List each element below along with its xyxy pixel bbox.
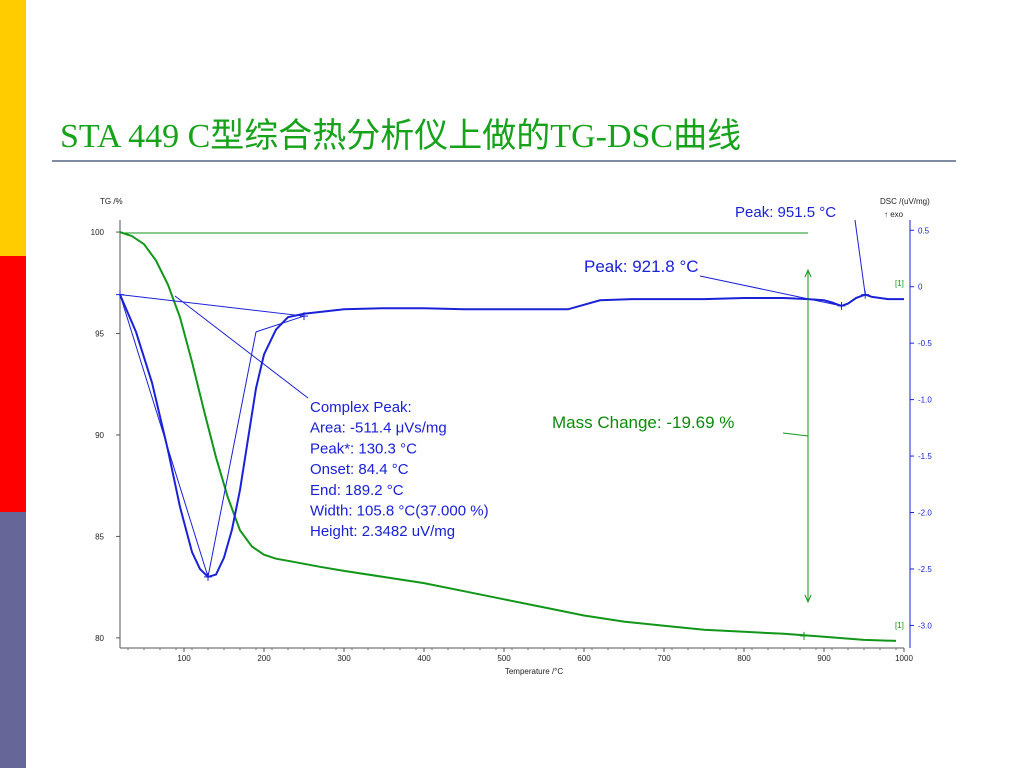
x-tick-label: 1000 (895, 654, 913, 663)
y-right-tick-label: -2.5 (918, 565, 932, 574)
y-right-axis-label: DSC /(uV/mg) (880, 197, 930, 206)
dsc-curve (119, 293, 904, 579)
y-right-tick-label: 0 (918, 283, 923, 292)
y-left-tick-label: 90 (95, 431, 104, 440)
annotation-layer: Complex Peak: Area: -511.4 μVs/mg Peak*: 1… (116, 204, 904, 640)
exo-label: ↑ exo (884, 210, 904, 219)
peak2-label: Peak: 951.5 °C (735, 204, 836, 221)
dsc-marker (116, 290, 124, 299)
y-left-tick-label: 85 (95, 532, 104, 541)
dsc-end-tangent (207, 331, 257, 577)
y-right-tick-label: -3.0 (918, 621, 932, 630)
x-tick-label: 300 (337, 654, 351, 663)
accent-bar-slate (0, 512, 26, 768)
complex-peak-line: Area: -511.4 μVs/mg (310, 420, 447, 437)
marker-label-dsc: [1] (895, 279, 904, 288)
complex-peak-line: Width: 105.8 °C(37.000 %) (310, 503, 489, 520)
complex-peak-line: Height: 2.3482 uV/mg (310, 523, 455, 540)
x-tick-label: 400 (417, 654, 431, 663)
peak2-leader (854, 219, 866, 295)
complex-peak-line: Peak*: 130.3 °C (310, 440, 417, 457)
peak1-leader (699, 275, 842, 307)
x-tick-label: 700 (657, 654, 671, 663)
marker-label-tg: [1] (895, 621, 904, 630)
peak1-label: Peak: 921.8 °C (584, 257, 699, 276)
x-axis-label: Temperature /°C (505, 667, 564, 676)
slide-title: STA 449 C型综合热分析仪上做的TG-DSC曲线 (60, 118, 742, 155)
dsc-marker (300, 312, 308, 321)
axes-layer: 100 200 300 400 500 600 700 800 900 1000Temperatu… (91, 197, 933, 676)
x-tick-label: 100 (177, 654, 191, 663)
complex-peak-title: Complex Peak: (310, 399, 412, 416)
y-left-tick-label: 100 (91, 228, 105, 237)
y-left-axis-label: TG /% (100, 197, 123, 206)
y-right-tick-label: -1.5 (918, 452, 932, 461)
y-right-tick-label: -2.0 (918, 509, 932, 518)
series-layer (119, 231, 904, 642)
accent-bar-red (0, 256, 26, 512)
complex-peak-line: End: 189.2 °C (310, 482, 404, 499)
mass-change-arrowhead-top (804, 268, 812, 278)
x-tick-label: 200 (257, 654, 271, 663)
dsc-end-baseline (255, 315, 305, 333)
mass-change-arrowhead-bottom (804, 594, 812, 604)
complex-peak-line: Onset: 84.4 °C (310, 461, 409, 478)
y-left-tick-label: 95 (95, 330, 104, 339)
y-left-tick-label: 80 (95, 634, 104, 643)
dsc-onset-tangent (119, 294, 209, 578)
y-right-tick-label: -0.5 (918, 339, 932, 348)
x-tick-label: 500 (497, 654, 511, 663)
accent-bar-yellow (0, 0, 26, 256)
title-divider (52, 160, 956, 162)
complex-peak-leader (174, 295, 309, 399)
y-right-tick-label: 0.5 (918, 226, 930, 235)
dsc-marker (204, 572, 212, 581)
dsc-baseline (119, 294, 305, 317)
x-tick-label: 600 (577, 654, 591, 663)
x-tick-label: 800 (737, 654, 751, 663)
tg-curve (119, 231, 897, 642)
mass-change-label: Mass Change: -19.69 % (552, 413, 734, 432)
mass-change-leader (782, 432, 809, 437)
y-right-tick-label: -1.0 (918, 396, 932, 405)
tg-end-marker (800, 631, 808, 640)
x-tick-label: 900 (817, 654, 831, 663)
